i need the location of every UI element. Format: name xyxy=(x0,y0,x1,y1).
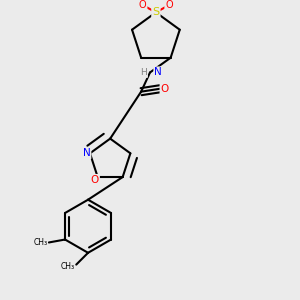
Text: S: S xyxy=(152,8,160,17)
Text: O: O xyxy=(91,175,99,185)
Text: CH₃: CH₃ xyxy=(61,262,75,271)
Text: O: O xyxy=(165,0,173,10)
Text: N: N xyxy=(154,68,162,77)
Text: N: N xyxy=(82,148,90,158)
Text: O: O xyxy=(139,0,146,10)
Text: O: O xyxy=(160,84,169,94)
Text: CH₃: CH₃ xyxy=(33,238,47,247)
Text: H: H xyxy=(140,68,147,77)
